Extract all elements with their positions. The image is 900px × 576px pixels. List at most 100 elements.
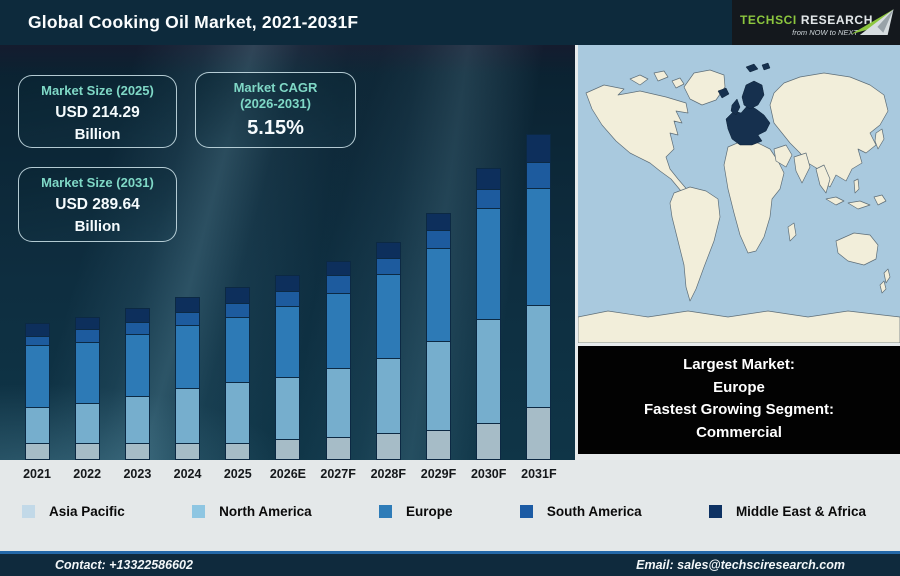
legend-label: North America [219, 503, 312, 519]
bar-stack [74, 317, 100, 460]
logo-brand-primary: TechSci [740, 13, 797, 27]
bar-column-2025 [217, 287, 259, 460]
x-axis-labels: 2021 2022 2023 2024 2025 2026E 2027F 2028F 2029F… [16, 462, 560, 486]
bar-segment-asia-pacific [25, 443, 49, 459]
bar-column-2027F [317, 261, 359, 460]
bar-segment-south-america [226, 303, 250, 317]
stat-box-market-cagr: Market CAGR (2026-2031) 5.15% [195, 72, 356, 148]
x-axis-label: 2026E [269, 467, 307, 481]
logo-text: TechSci Research from NOW to NEXT [740, 13, 872, 37]
bar-segment-north-america [176, 388, 200, 443]
bar-column-2024 [167, 297, 209, 460]
world-map [577, 45, 900, 344]
contact-email[interactable]: Email: sales@techsciresearch.com [636, 558, 845, 572]
stat-title: Market Size (2031) [41, 175, 154, 190]
bar-segment-asia-pacific [276, 439, 300, 459]
stat-unit: Billion [74, 218, 121, 235]
x-axis-label: 2021 [23, 467, 51, 481]
legend-label: Asia Pacific [49, 503, 125, 519]
bar-segment-middle-east-africa [527, 134, 551, 162]
bar-segment-north-america [276, 377, 300, 439]
bars-row [16, 45, 560, 460]
header-bar: Global Cooking Oil Market, 2021-2031F Te… [0, 0, 900, 45]
bar-stack [175, 297, 201, 460]
x-axis-label: 2022 [73, 467, 102, 481]
bar-segment-middle-east-africa [276, 275, 300, 291]
chart-legend: Asia Pacific North America Europe South Ame… [22, 502, 866, 520]
bar-column-2029F [418, 213, 460, 460]
bar-segment-asia-pacific [326, 437, 350, 459]
bar-segment-south-america [25, 336, 49, 345]
stat-box-market-size-2025: Market Size (2025) USD 214.29 Billion [18, 75, 177, 148]
bar-column-2030F [468, 168, 510, 460]
bar-segment-europe [176, 325, 200, 388]
bar-segment-south-america [427, 230, 450, 248]
bar-segment-europe [226, 317, 250, 382]
logo-brand: TechSci Research [740, 13, 872, 27]
bar-segment-middle-east-africa [125, 308, 149, 322]
x-axis-label: 2025 [223, 467, 252, 481]
bar-segment-middle-east-africa [25, 323, 49, 336]
bar-segment-north-america [226, 382, 250, 443]
bar-stack [325, 261, 351, 460]
legend-item-north-america: North America [192, 504, 312, 519]
x-axis-label: 2031F [521, 467, 557, 481]
x-axis-label: 2028F [370, 467, 407, 481]
bar-stack [275, 275, 301, 460]
bar-stack [24, 323, 50, 460]
callout-line: Europe [713, 378, 765, 396]
page-title: Global Cooking Oil Market, 2021-2031F [28, 12, 359, 32]
x-axis-label: 2023 [123, 467, 152, 481]
bar-segment-north-america [75, 403, 99, 443]
bar-segment-south-america [477, 189, 501, 208]
legend-item-middle-east-africa: Middle East & Africa [708, 503, 866, 519]
stat-unit: Billion [74, 126, 121, 143]
bar-segment-north-america [427, 341, 450, 430]
bar-segment-asia-pacific [427, 430, 450, 459]
contact-phone[interactable]: Contact: +13322586602 [55, 558, 193, 572]
legend-label: Europe [405, 503, 453, 519]
legend-label: Middle East & Africa [735, 503, 866, 519]
bar-stack [526, 134, 552, 460]
bar-segment-north-america [376, 358, 400, 433]
bar-segment-middle-east-africa [326, 261, 350, 275]
bar-segment-middle-east-africa [176, 297, 200, 312]
bar-column-2021 [16, 323, 58, 460]
bar-column-2031F [518, 134, 560, 460]
bar-segment-middle-east-africa [376, 242, 400, 258]
bar-segment-north-america [125, 396, 149, 443]
legend-item-south-america: South America [519, 504, 642, 519]
stat-title: Market CAGR [233, 80, 318, 95]
bar-segment-middle-east-africa [427, 213, 450, 230]
callout-line: Commercial [696, 423, 782, 441]
bar-segment-europe [477, 208, 501, 319]
bar-segment-europe [276, 306, 300, 377]
logo-brand-secondary: Research [800, 13, 873, 27]
bar-segment-south-america [527, 162, 551, 188]
bar-column-2022 [66, 317, 108, 460]
legend-item-europe: Europe [378, 503, 453, 519]
largest-market-callout: Largest Market: Europe Fastest Growing Seg… [578, 346, 900, 454]
bar-column-2026E [267, 275, 309, 460]
bar-segment-asia-pacific [176, 443, 200, 459]
bar-segment-europe [376, 274, 400, 358]
bar-segment-south-america [276, 291, 300, 306]
bar-segment-south-america [326, 275, 350, 293]
stat-title: Market Size (2025) [41, 83, 154, 98]
x-axis-label: 2027F [320, 467, 356, 481]
bar-segment-north-america [527, 305, 551, 407]
bar-segment-europe [125, 334, 149, 396]
bar-segment-europe [25, 345, 49, 407]
bar-segment-middle-east-africa [75, 317, 99, 329]
legend-swatch [519, 504, 533, 518]
bar-segment-asia-pacific [125, 443, 149, 459]
bar-segment-south-america [75, 329, 99, 342]
techsci-logo: TechSci Research from NOW to NEXT [732, 0, 900, 45]
legend-swatch [22, 504, 35, 518]
bar-segment-north-america [25, 407, 49, 443]
stat-title-line2: (2026-2031) [240, 96, 311, 111]
bar-segment-europe [326, 293, 350, 368]
callout-line: Largest Market: [683, 356, 795, 373]
bar-segment-south-america [376, 258, 400, 274]
